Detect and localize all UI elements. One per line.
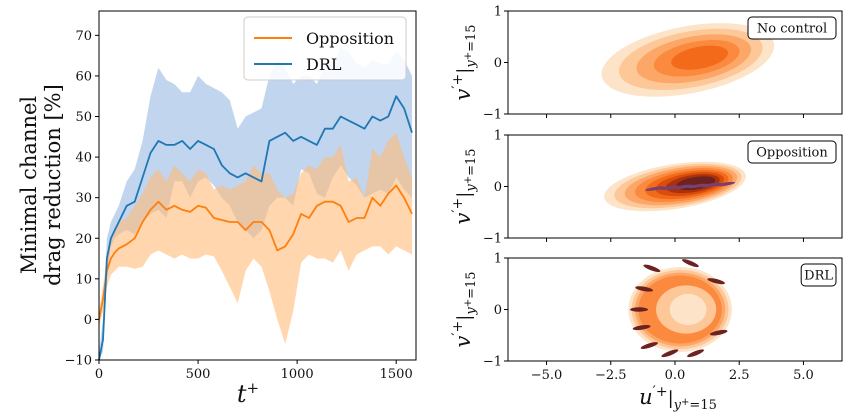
panel-opposition: −1 0 1 Opposition v′+|y+=15 <box>450 129 843 247</box>
contour-streak <box>715 181 736 187</box>
y-tick-label: 40 <box>75 151 92 166</box>
x-tick-label: 1500 <box>380 367 413 382</box>
y-tick-label: 1 <box>494 5 502 20</box>
contour-level <box>671 45 729 70</box>
x-tick-label: 0 <box>95 367 103 382</box>
series-lines <box>98 95 413 361</box>
y-tick-label: 30 <box>75 191 92 206</box>
line-opposition <box>98 184 413 320</box>
panel-tag-label: Opposition <box>756 146 828 161</box>
x-axis-label: t+ <box>237 379 259 408</box>
x-tick-label: −2.5 <box>595 368 627 383</box>
contour-streak <box>659 185 680 190</box>
contour-streak <box>630 307 649 312</box>
contour-streak <box>643 264 661 273</box>
legend-label-drl: DRL <box>306 55 342 74</box>
y-tick-label: −1 <box>483 355 502 370</box>
plot-frame <box>98 10 417 361</box>
y-tick-label: 70 <box>75 29 92 44</box>
y-axis-label: v′+|y+=15 <box>450 24 479 100</box>
contour-streak <box>661 349 679 358</box>
y-ticks: −10 0 10 20 30 40 50 60 70 <box>65 29 99 369</box>
y-tick-label: 0 <box>84 313 92 328</box>
legend-label-opposition: Opposition <box>306 29 394 48</box>
y-tick-label: 50 <box>75 110 92 125</box>
contour-streak <box>635 286 654 292</box>
contour-streak <box>709 329 728 336</box>
x-tick-label: 2.5 <box>729 368 750 383</box>
panel-no-control: −1 0 1 No control v′+|y+=15 <box>450 5 843 123</box>
panel-tag-box <box>800 263 837 287</box>
contours <box>604 161 746 212</box>
x-tick-label: −5.0 <box>531 368 563 383</box>
y-tick-label: 1 <box>494 252 502 267</box>
x-ticks: 0 500 1000 1500 <box>95 360 413 382</box>
x-tick-label: 1000 <box>281 367 314 382</box>
x-axis-label: u′+|y+=15 <box>639 384 717 412</box>
y-tick-label: 10 <box>75 272 92 287</box>
contour-streak <box>673 184 694 190</box>
x-axis-label-sup: + <box>247 379 260 397</box>
y-tick-label: −1 <box>483 108 502 123</box>
y-tick-label: 60 <box>75 69 92 84</box>
y-axis-label: Minimal channel drag reduction [%] <box>17 84 65 286</box>
y-tick-label: 20 <box>75 232 92 247</box>
y-tick-label: 0 <box>494 180 502 195</box>
contour-core <box>669 293 707 326</box>
y-axis-label-line2: drag reduction [%] <box>41 84 65 286</box>
x-tick-label: 0.0 <box>665 368 686 383</box>
y-tick-label: −10 <box>65 354 92 369</box>
y-tick-label: 0 <box>494 303 502 318</box>
contour-streak <box>645 186 665 191</box>
line-drl <box>98 95 413 361</box>
x-tick-label: 500 <box>186 367 211 382</box>
panel-tag-box <box>747 140 837 164</box>
contour-streak <box>640 342 658 349</box>
band-opposition <box>99 132 412 344</box>
contours <box>628 259 732 358</box>
x-axis-label-main: t <box>237 380 247 408</box>
y-axis-label: v′+|y+=15 <box>450 148 479 224</box>
contour-streak <box>707 278 725 285</box>
y-axis-label: v′+|y+=15 <box>450 271 479 347</box>
contours <box>601 23 775 97</box>
panel-tag-label: DRL <box>804 269 833 284</box>
contour-streak <box>687 349 704 358</box>
y-tick-label: 1 <box>494 129 502 144</box>
contour-streak <box>701 182 722 188</box>
panel-tag-box <box>747 16 837 40</box>
panel-drl: −1 0 1 −5.0 −2.5 0.0 2.5 5.0 DRL v′+|y+=15 <box>450 252 843 383</box>
legend: Opposition DRL <box>243 16 407 81</box>
panel-tag-label: No control <box>757 22 827 37</box>
y-tick-label: 0 <box>494 56 502 71</box>
contour-streak <box>682 259 699 268</box>
velocity-joint-pdf-panels: −1 0 1 No control v′+|y+=15 −1 0 1 Opposition v′+… <box>450 5 843 412</box>
y-axis-label-line1: Minimal channel <box>17 96 41 275</box>
contour-streak <box>632 324 651 331</box>
x-tick-label: 5.0 <box>793 368 814 383</box>
contour-streak <box>687 183 708 189</box>
y-tick-label: −1 <box>483 232 502 247</box>
confidence-bands <box>99 47 412 360</box>
